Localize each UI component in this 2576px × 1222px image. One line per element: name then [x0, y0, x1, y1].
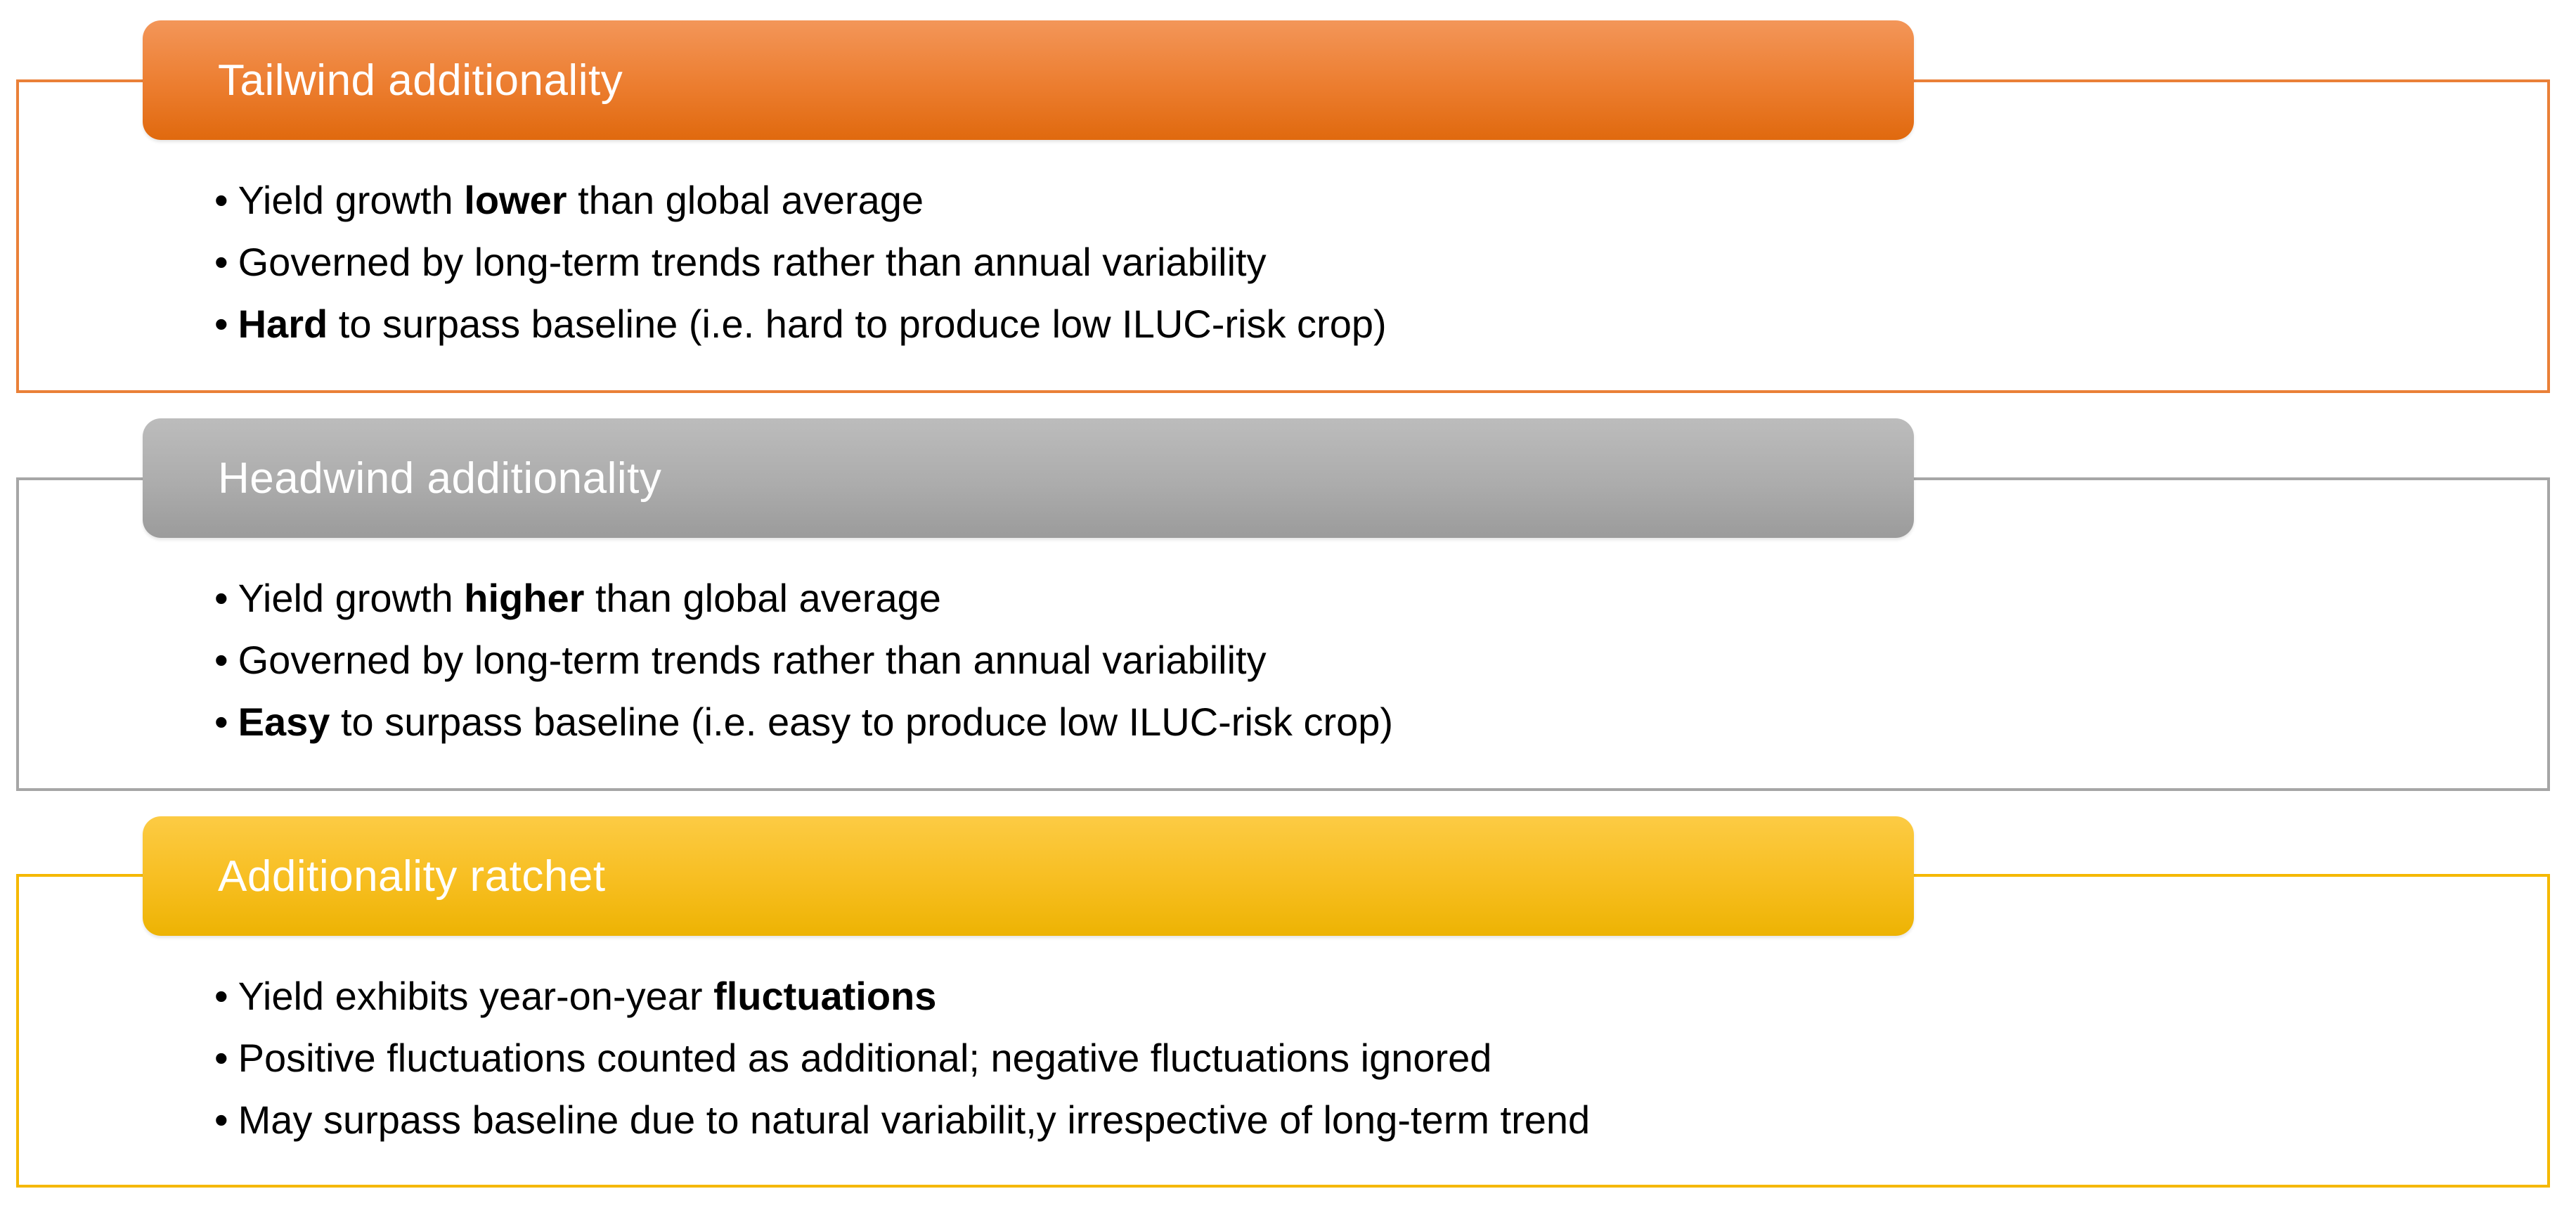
section-title: Headwind additionality	[218, 454, 662, 503]
bullet-item: Hard to surpass baseline (i.e. hard to p…	[214, 293, 2506, 355]
bullet-list: Yield growth higher than global average …	[214, 567, 2506, 753]
bullet-text: Positive fluctuations counted as additio…	[238, 1036, 1492, 1080]
section-title: Additionality ratchet	[218, 851, 606, 901]
bullet-text: than global average	[584, 576, 941, 620]
bullet-text-bold: lower	[464, 178, 567, 222]
bullet-text: Yield exhibits year-on-year	[238, 974, 714, 1018]
bullet-item: Yield growth lower than global average	[214, 169, 2506, 231]
bullet-text: to surpass baseline (i.e. hard to produc…	[328, 302, 1387, 346]
bullet-text-bold: fluctuations	[713, 974, 937, 1018]
bullet-text: than global average	[567, 178, 924, 222]
bullet-list: Yield growth lower than global average G…	[214, 169, 2506, 355]
bullet-list: Yield exhibits year-on-year fluctuations…	[214, 965, 2506, 1151]
bullet-item: Yield exhibits year-on-year fluctuations	[214, 965, 2506, 1027]
bullet-item: Positive fluctuations counted as additio…	[214, 1027, 2506, 1089]
bullet-text: Governed by long-term trends rather than…	[238, 240, 1267, 284]
bullet-item: May surpass baseline due to natural vari…	[214, 1089, 2506, 1151]
bullet-text: May surpass baseline due to natural vari…	[238, 1098, 1591, 1142]
bullet-text-bold: Easy	[238, 700, 330, 744]
bullet-text-bold: Hard	[238, 302, 328, 346]
section-header: Tailwind additionality	[143, 20, 1914, 140]
bullet-text: Yield growth	[238, 576, 465, 620]
bullet-text: Governed by long-term trends rather than…	[238, 638, 1267, 682]
section-title: Tailwind additionality	[218, 56, 623, 105]
section-header: Headwind additionality	[143, 418, 1914, 538]
bullet-text: Yield growth	[238, 178, 465, 222]
bullet-text: to surpass baseline (i.e. easy to produc…	[330, 700, 1394, 744]
bullet-item: Governed by long-term trends rather than…	[214, 231, 2506, 293]
section-header: Additionality ratchet	[143, 816, 1914, 936]
bullet-item: Governed by long-term trends rather than…	[214, 629, 2506, 691]
bullet-item: Easy to surpass baseline (i.e. easy to p…	[214, 691, 2506, 753]
bullet-item: Yield growth higher than global average	[214, 567, 2506, 629]
bullet-text-bold: higher	[464, 576, 585, 620]
